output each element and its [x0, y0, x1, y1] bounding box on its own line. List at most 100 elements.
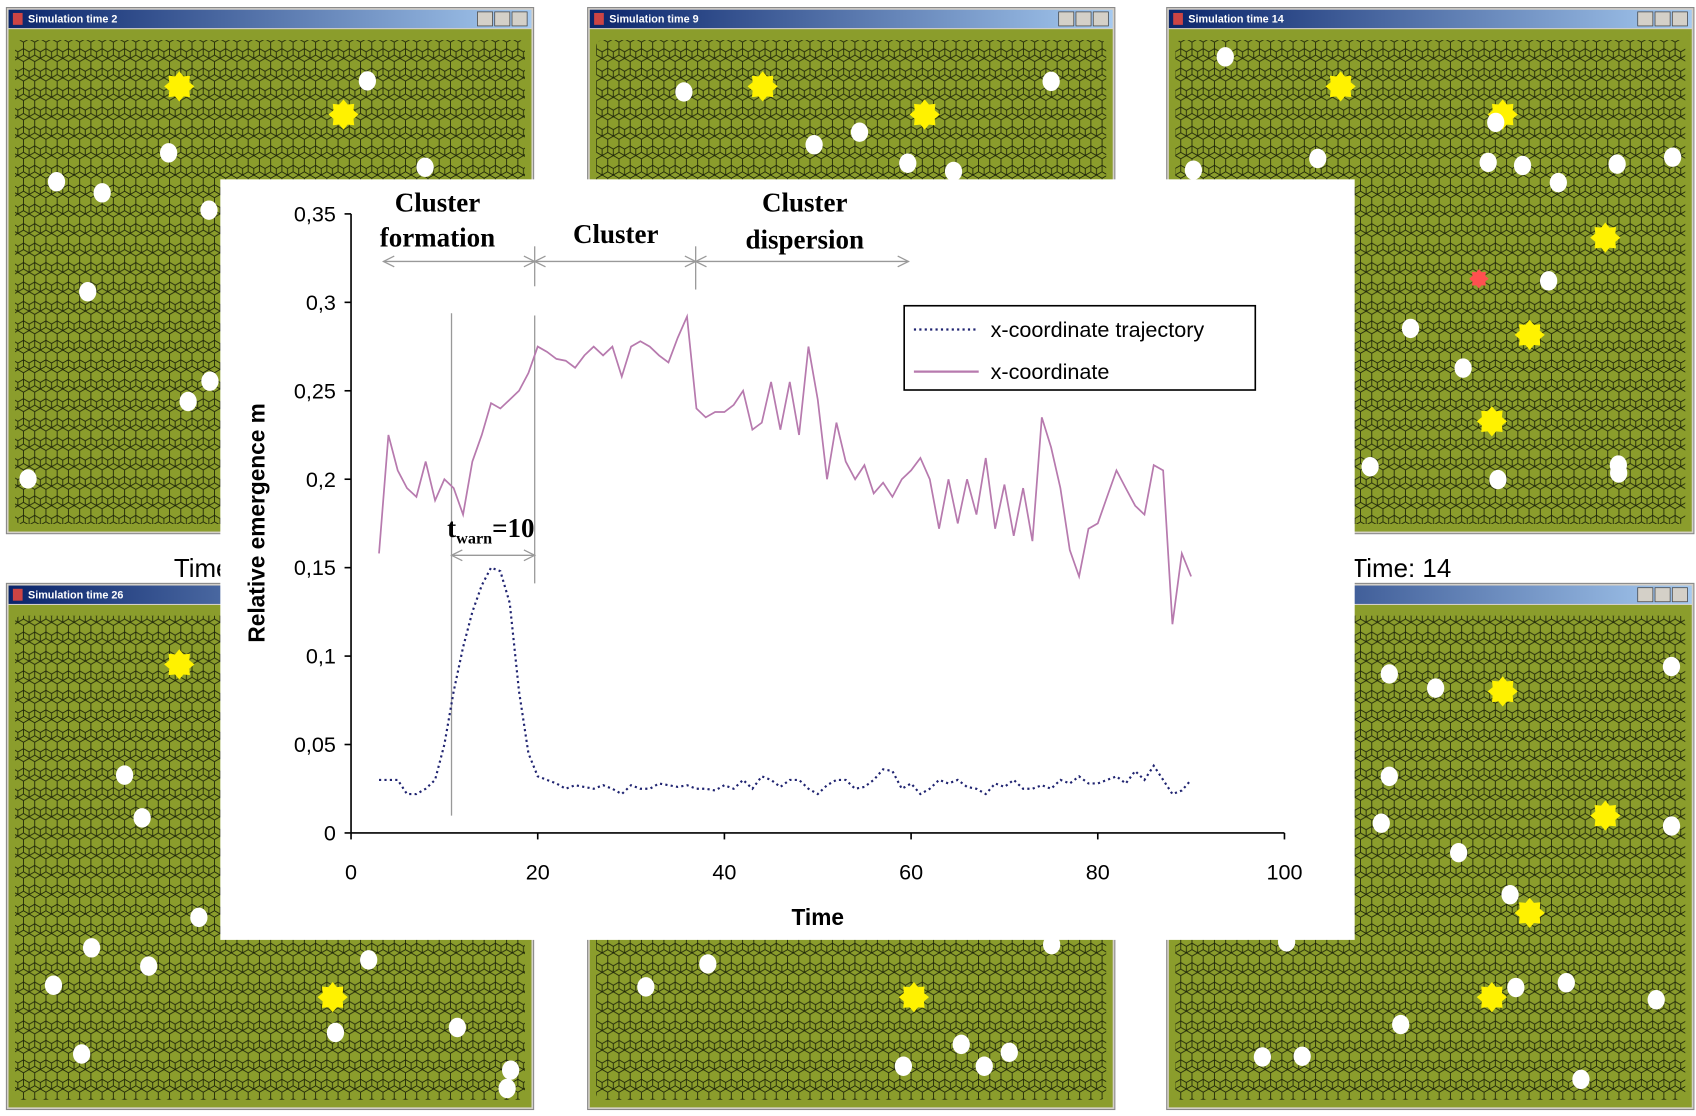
agent — [1380, 766, 1398, 787]
agent — [1309, 148, 1327, 169]
agent — [501, 1060, 520, 1080]
x-tick-label: 100 — [1266, 859, 1302, 884]
food-source — [328, 99, 359, 130]
y-tick-label: 0,25 — [294, 378, 336, 403]
agent — [805, 135, 823, 155]
annotation-part: t — [447, 513, 456, 543]
window-button[interactable] — [1075, 11, 1092, 27]
agent — [1361, 457, 1379, 477]
caption: Time: 14 — [1351, 555, 1451, 583]
annotation-arrows — [382, 246, 910, 816]
series-line — [378, 313, 1192, 625]
food-source — [898, 982, 930, 1013]
window-button[interactable] — [494, 11, 511, 27]
agent — [1501, 884, 1519, 905]
agent — [1000, 1042, 1018, 1063]
app-icon — [1173, 12, 1183, 25]
agent — [133, 808, 151, 828]
food-source — [1514, 319, 1545, 351]
app-icon — [12, 588, 23, 601]
food-source — [1487, 676, 1518, 707]
window-button[interactable] — [511, 11, 528, 27]
agent — [1513, 155, 1532, 176]
legend — [903, 304, 1257, 391]
agent — [140, 956, 158, 976]
agent — [1557, 973, 1575, 993]
annotation: Cluster — [762, 188, 847, 218]
title-bar — [8, 9, 532, 29]
agent — [201, 371, 219, 391]
y-tick-label: 0,3 — [306, 290, 336, 315]
x-tick-label: 0 — [345, 859, 357, 884]
agent — [1479, 152, 1497, 173]
annotation-part: warn — [456, 529, 492, 547]
annotation-part: =10 — [492, 513, 534, 543]
annotation: Cluster — [573, 219, 658, 249]
agent — [115, 765, 134, 785]
agent — [326, 1022, 345, 1043]
agent — [93, 183, 111, 203]
window-button[interactable] — [477, 11, 493, 27]
agent — [1662, 816, 1681, 836]
annotation: Cluster — [395, 188, 480, 218]
window-button[interactable] — [1637, 11, 1654, 27]
agent — [200, 200, 218, 220]
annotation: formation — [380, 222, 495, 252]
app-icon — [594, 12, 604, 25]
x-tick-label: 20 — [526, 859, 550, 884]
food-source — [909, 99, 940, 130]
agent — [1549, 172, 1567, 193]
agent — [1572, 1069, 1590, 1090]
title-bar — [1168, 9, 1692, 29]
agent — [1216, 47, 1234, 67]
food-source — [1476, 406, 1508, 437]
window-button[interactable] — [1058, 11, 1075, 27]
window-button[interactable] — [1654, 11, 1671, 27]
x-tick-label: 60 — [899, 859, 923, 884]
window-button[interactable] — [1637, 587, 1654, 603]
agent — [1610, 463, 1628, 483]
agent — [675, 82, 693, 102]
y-tick-label: 0,35 — [294, 201, 336, 226]
agent — [1184, 160, 1203, 180]
window-button[interactable] — [1671, 587, 1688, 603]
agent — [1489, 469, 1507, 490]
food-source — [1514, 897, 1545, 929]
agent — [1293, 1046, 1311, 1067]
y-axis-label: Relative emergence m — [244, 403, 270, 642]
y-tick-label: 0,05 — [294, 732, 336, 757]
agent — [72, 1044, 91, 1064]
y-tick-label: 0,2 — [306, 467, 336, 492]
legend-label: x-coordinate — [991, 359, 1110, 384]
agent — [1454, 358, 1472, 378]
agent — [1426, 678, 1445, 698]
window-title: Simulation time 26 — [28, 590, 123, 602]
window-button[interactable] — [1671, 11, 1688, 27]
agent — [360, 950, 378, 970]
annotation: dispersion — [746, 224, 865, 254]
food-source — [1476, 982, 1508, 1013]
agent — [79, 282, 97, 302]
food-source — [1590, 800, 1621, 831]
agent — [190, 907, 208, 928]
agent — [1662, 656, 1681, 677]
agent — [416, 157, 434, 178]
agent — [975, 1056, 993, 1076]
window-title: Simulation time 2 — [28, 14, 117, 26]
window-button[interactable] — [1092, 11, 1109, 27]
agent — [1647, 990, 1665, 1010]
agent — [498, 1078, 516, 1099]
food-source — [164, 649, 195, 680]
window-button[interactable] — [1654, 587, 1671, 603]
agent — [1539, 271, 1558, 291]
food-source — [1590, 222, 1621, 253]
window-title: Simulation time 14 — [1188, 14, 1283, 26]
agent — [899, 153, 917, 173]
x-tick-label: 40 — [712, 859, 736, 884]
agent — [358, 71, 377, 91]
x-tick-label: 80 — [1086, 859, 1110, 884]
agent — [47, 172, 66, 192]
agent — [850, 122, 869, 142]
agent — [699, 954, 717, 974]
